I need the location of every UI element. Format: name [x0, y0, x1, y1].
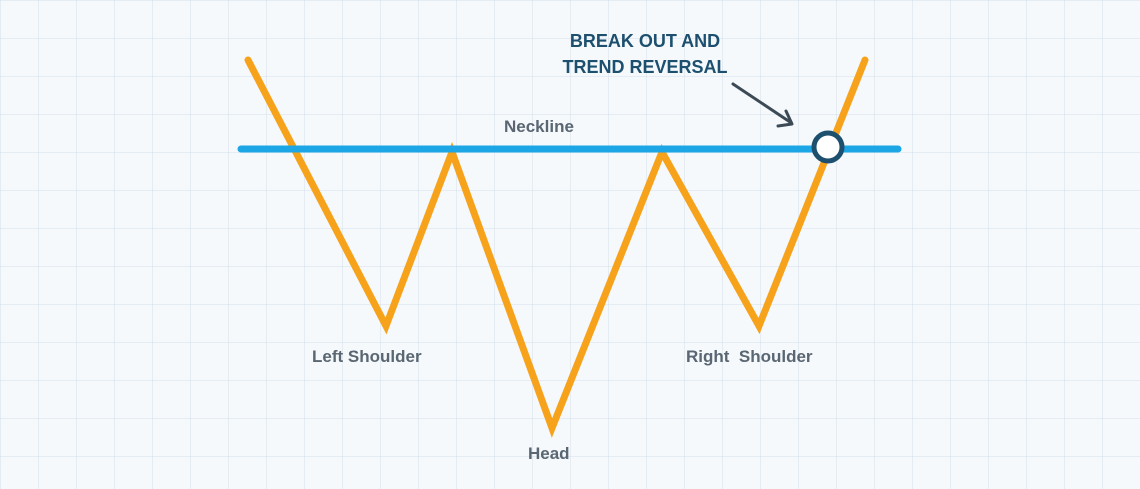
breakout-callout: BREAK OUT AND TREND REVERSAL	[520, 28, 770, 80]
callout-line-2: TREND REVERSAL	[562, 57, 728, 77]
breakout-marker	[811, 130, 845, 164]
head-label: Head	[528, 444, 570, 463]
left-shoulder-label: Left Shoulder	[312, 347, 422, 366]
neckline-label: Neckline	[504, 117, 574, 136]
callout-arrow-line	[731, 82, 792, 124]
callout-arrow-head	[776, 109, 794, 128]
callout-line-1: BREAK OUT AND	[569, 31, 721, 51]
right-shoulder-label: Right Shoulder	[686, 347, 813, 366]
price-line	[244, 56, 869, 438]
